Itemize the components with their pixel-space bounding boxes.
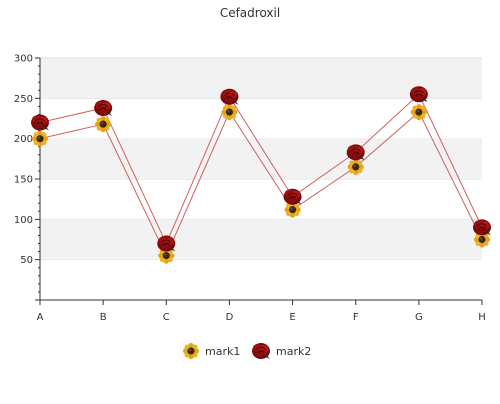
y-tick-label: 250 bbox=[14, 94, 33, 105]
series-line-mark1 bbox=[39, 110, 483, 257]
chart-title: Cefadroxil bbox=[220, 6, 280, 20]
data-point-rose-icon bbox=[346, 143, 366, 161]
x-tick-label: D bbox=[226, 312, 234, 323]
x-tick-label: H bbox=[478, 312, 486, 323]
grid-band bbox=[40, 179, 482, 220]
data-point-rose-icon bbox=[219, 88, 239, 106]
y-tick-label: 100 bbox=[14, 215, 33, 226]
x-tick-label: C bbox=[163, 312, 170, 323]
x-axis-ticks: A B C D E F G H bbox=[37, 300, 486, 323]
y-tick-label: 50 bbox=[20, 255, 33, 266]
data-point-rose-icon bbox=[30, 114, 50, 132]
legend-label-mark1: mark1 bbox=[205, 345, 240, 358]
data-point-sunflower-icon bbox=[221, 103, 238, 121]
x-tick-label: G bbox=[415, 312, 423, 323]
grid-band bbox=[40, 138, 482, 179]
data-point-sunflower-icon bbox=[410, 103, 427, 121]
data-point-sunflower-icon bbox=[347, 158, 364, 175]
x-tick-label: F bbox=[353, 312, 359, 323]
legend-label-mark2: mark2 bbox=[276, 345, 311, 358]
data-point-rose-icon bbox=[93, 99, 113, 117]
grid-band bbox=[40, 259, 482, 300]
grid-band bbox=[40, 58, 482, 99]
x-tick-label: B bbox=[100, 312, 107, 323]
data-point-rose-icon bbox=[283, 188, 303, 206]
legend-rose-icon bbox=[251, 342, 271, 360]
legend: mark1 mark2 bbox=[182, 342, 311, 360]
x-tick-label: E bbox=[289, 312, 295, 323]
series-line-mark2 bbox=[39, 93, 483, 245]
y-axis-ticks: 50 100 150 200 250 300 bbox=[14, 54, 40, 301]
legend-sunflower-icon bbox=[182, 342, 200, 360]
data-point-sunflower-icon bbox=[95, 116, 112, 133]
y-tick-label: 200 bbox=[14, 134, 33, 145]
grid-bands bbox=[40, 57, 482, 300]
data-point-rose-icon bbox=[472, 218, 492, 236]
series-lines bbox=[39, 93, 483, 257]
data-point-sunflower-icon bbox=[31, 130, 49, 147]
data-point-rose-icon bbox=[156, 235, 176, 253]
grid-band bbox=[40, 98, 482, 139]
y-tick-label: 150 bbox=[14, 175, 33, 186]
x-tick-label: A bbox=[37, 312, 44, 323]
data-point-rose-icon bbox=[409, 85, 429, 103]
grid-band bbox=[40, 219, 482, 260]
y-tick-label: 300 bbox=[14, 54, 33, 65]
